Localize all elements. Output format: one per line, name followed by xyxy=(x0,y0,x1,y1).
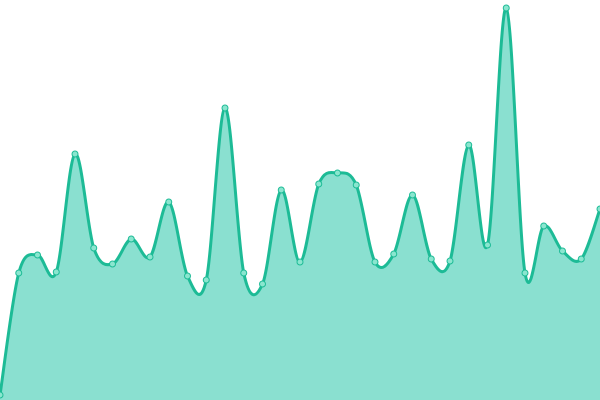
data-point-11 xyxy=(202,276,210,284)
data-point-18 xyxy=(334,169,341,177)
data-point-4 xyxy=(71,150,79,158)
data-point-8 xyxy=(146,253,154,261)
data-point-1 xyxy=(15,269,23,277)
data-point-10 xyxy=(184,272,191,280)
data-point-3 xyxy=(52,268,60,276)
data-points xyxy=(0,4,600,399)
data-point-27 xyxy=(502,4,510,12)
data-point-25 xyxy=(465,141,473,149)
data-point-6 xyxy=(109,260,116,268)
area-fill xyxy=(0,7,600,400)
data-point-19 xyxy=(352,181,360,189)
data-point-29 xyxy=(540,222,548,230)
data-point-14 xyxy=(259,280,266,288)
data-point-2 xyxy=(34,251,41,259)
data-point-30 xyxy=(559,247,566,255)
data-point-16 xyxy=(296,258,304,266)
data-point-21 xyxy=(390,250,398,258)
data-point-17 xyxy=(315,180,323,188)
data-point-12 xyxy=(221,104,229,112)
data-point-26 xyxy=(484,241,491,249)
data-point-24 xyxy=(446,257,454,265)
data-point-20 xyxy=(371,258,379,266)
data-point-15 xyxy=(277,186,285,194)
data-point-28 xyxy=(521,269,529,277)
data-point-9 xyxy=(165,198,173,206)
data-point-32 xyxy=(596,205,600,213)
data-point-22 xyxy=(409,191,416,199)
data-point-5 xyxy=(90,244,98,252)
data-point-13 xyxy=(240,269,248,277)
data-point-31 xyxy=(577,255,585,263)
data-point-23 xyxy=(427,255,435,263)
data-point-7 xyxy=(127,235,135,243)
data-point-0 xyxy=(0,391,4,399)
